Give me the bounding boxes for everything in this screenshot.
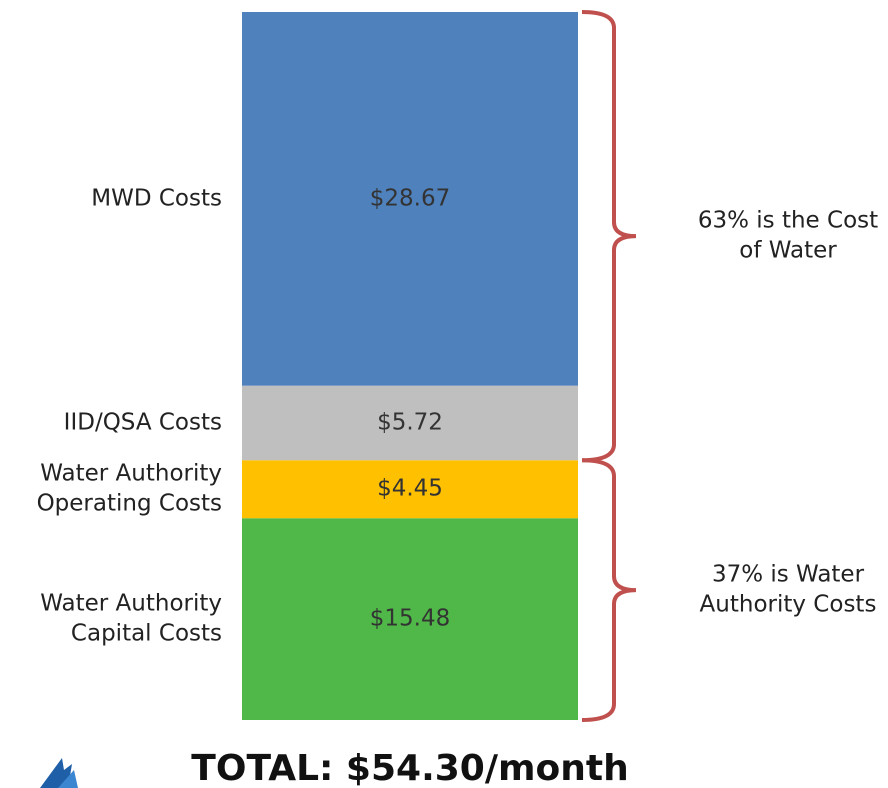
bar-segment [242,518,578,720]
value-label: $15.48 [370,606,450,632]
bar-segment [242,385,578,461]
annotation: of Water [739,238,837,264]
segment-label: Water Authority [40,591,222,617]
segment-label: Operating Costs [37,491,222,517]
value-label: $4.45 [377,476,443,502]
bar-segment [242,460,578,519]
brace [581,10,637,463]
logo [40,758,78,788]
annotation: 63% is the Cost [698,208,878,234]
annotation: 37% is Water [712,562,865,588]
segment-label: MWD Costs [91,185,222,211]
annotation: Authority Costs [700,592,877,618]
segment-label: Capital Costs [71,621,222,647]
value-label: $28.67 [370,185,450,211]
segment-label: Water Authority [40,461,222,487]
value-label: $5.72 [377,409,443,435]
segment-label: IID/QSA Costs [64,409,222,435]
brace [581,458,637,722]
bar-segment [242,12,578,386]
total-label: TOTAL: $54.30/month [191,748,628,788]
